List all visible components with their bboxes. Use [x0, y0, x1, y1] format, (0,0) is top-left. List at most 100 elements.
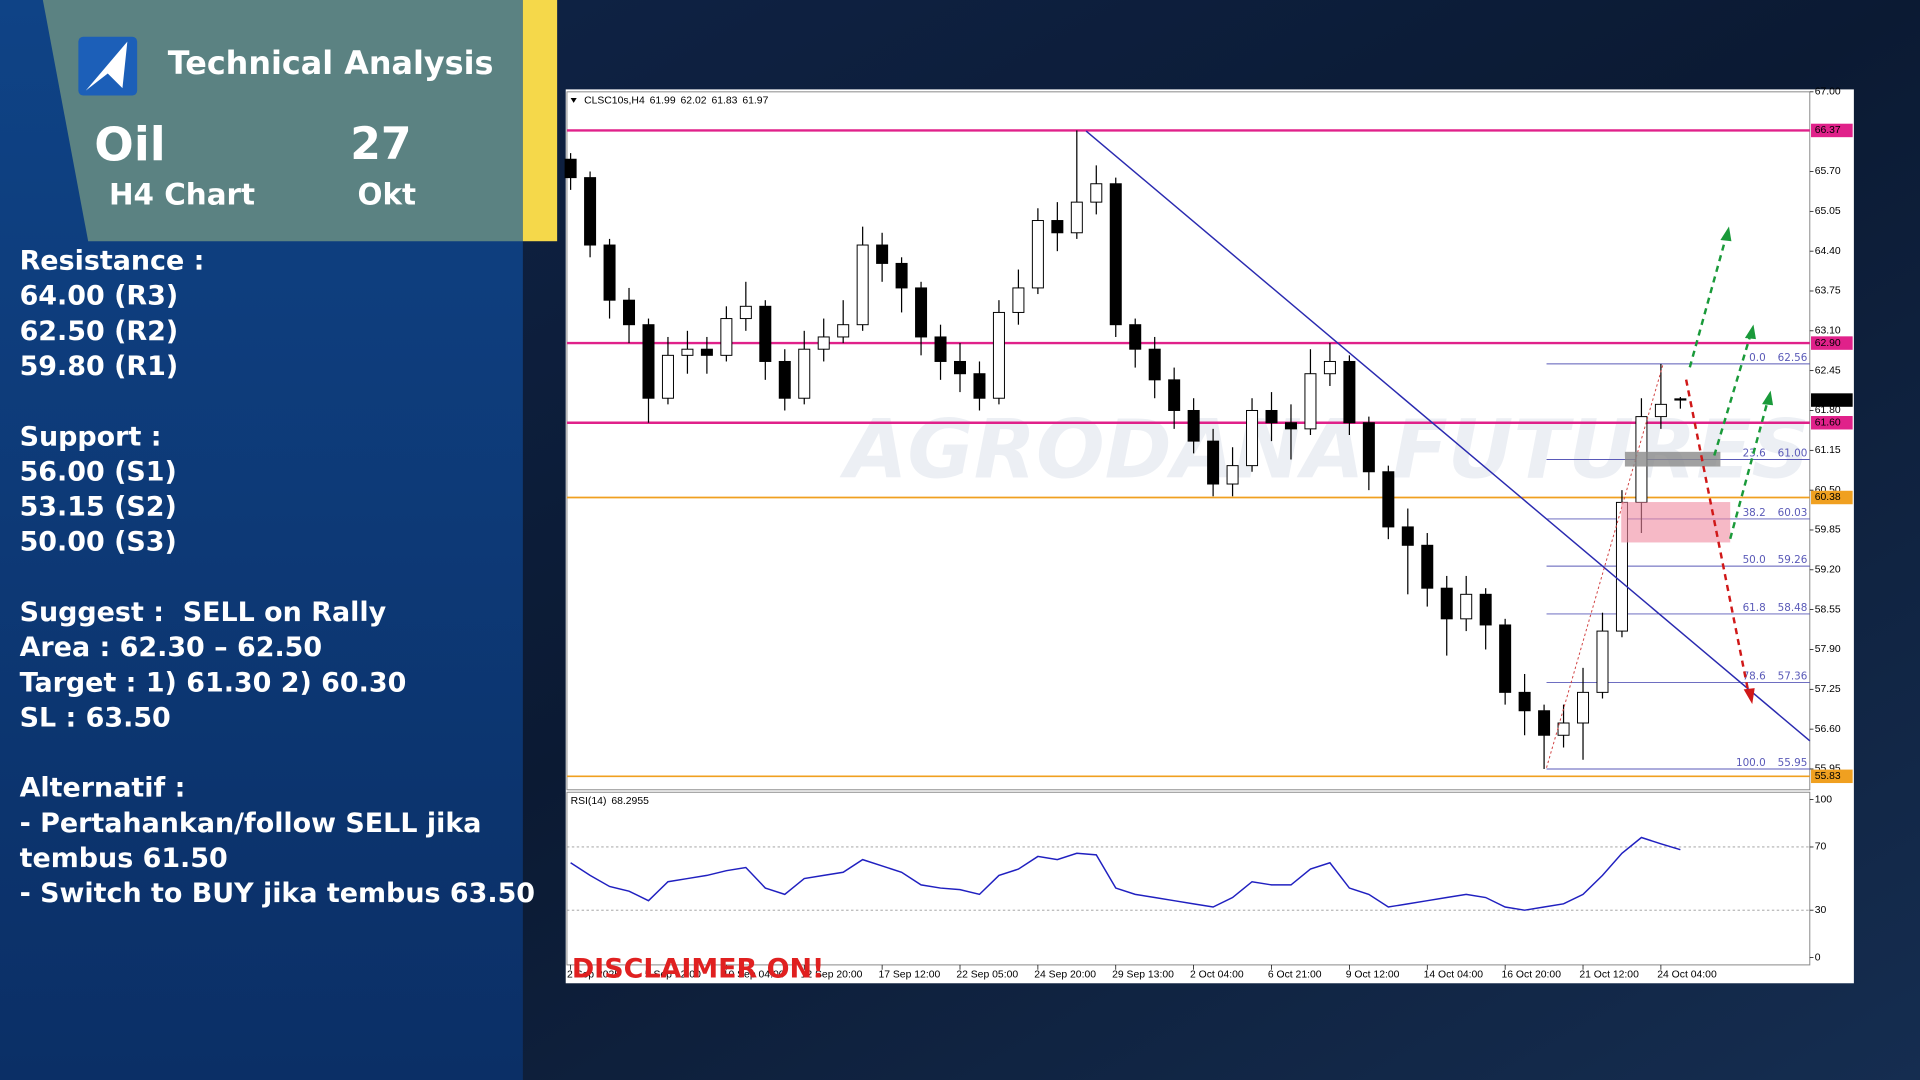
candle-body: [1323, 360, 1336, 375]
fib-price: 62.56: [1778, 352, 1808, 364]
header-field: 61.97: [742, 95, 768, 106]
note-line: Target : 1) 61.30 2) 60.30: [20, 667, 407, 698]
header-field: 68.2955: [611, 796, 649, 807]
level-label: 62.90: [1815, 338, 1841, 349]
candle-body: [856, 244, 869, 326]
candle-body: [876, 244, 889, 264]
y-tick-label: 67.00: [1815, 87, 1841, 98]
fib-ratio: 38.2: [1743, 507, 1766, 519]
y-tick-label: 59.20: [1815, 565, 1841, 576]
notes: Resistance : 64.00 (R3) 62.50 (R2) 59.80 (R…: [20, 246, 535, 910]
fib-ratio: 0.0: [1749, 352, 1766, 364]
price-tag: [1811, 393, 1853, 407]
date-month: Okt: [358, 177, 417, 211]
y-tick-label: 63.75: [1815, 286, 1841, 297]
x-tick-label: 14 Oct 04:00: [1424, 969, 1484, 980]
y-tick-label: 55.95: [1815, 764, 1841, 775]
note-line: Area : 62.30 – 62.50: [20, 632, 323, 663]
fib-price: 60.03: [1778, 507, 1808, 519]
candle-body: [1538, 710, 1551, 736]
candle-body: [1031, 220, 1044, 289]
candle-body: [1051, 220, 1064, 234]
candle-body: [720, 318, 733, 356]
x-tick-label: 5 Sep 12:00: [645, 969, 701, 980]
x-tick-label: 24 Oct 04:00: [1657, 969, 1717, 980]
y-tick-label: 0: [1815, 952, 1821, 963]
y-tick-label: 61.15: [1815, 445, 1841, 456]
resistance-zone: [1624, 451, 1721, 467]
x-tick-label: 10 Sep 04:00: [723, 969, 785, 980]
y-tick-label: 61.80: [1815, 405, 1841, 416]
candle-body: [1265, 409, 1278, 424]
candle-body: [1577, 691, 1590, 724]
menu-arrow: [570, 97, 577, 103]
level-tag: [1811, 336, 1853, 350]
fib-ratio: 50.0: [1743, 554, 1766, 566]
candle-body: [1070, 201, 1083, 234]
note-line: Resistance :: [20, 246, 205, 277]
x-tick-label: 9 Oct 12:00: [1346, 969, 1400, 980]
fib-price: 61.00: [1778, 447, 1808, 459]
candle-body: [700, 348, 713, 356]
x-tick-label: 2 Oct 04:00: [1190, 969, 1244, 980]
annotations: [1085, 130, 1811, 768]
y-tick-label: 56.60: [1815, 724, 1841, 735]
y-tick-label: 63.10: [1815, 326, 1841, 337]
logo: [78, 36, 138, 96]
candle-body: [1284, 422, 1297, 430]
bull-arrows: [1688, 234, 1770, 540]
candle-body: [992, 311, 1005, 399]
note-line: Suggest : SELL on Rally: [20, 597, 387, 628]
candle-body: [623, 299, 636, 326]
candle-body: [895, 262, 908, 289]
candle-body: [1343, 360, 1356, 424]
header-field: 61.99: [650, 95, 676, 106]
level-label: 61.60: [1815, 417, 1841, 428]
candle-body: [1362, 422, 1375, 473]
candle-body: [1148, 348, 1161, 381]
header-field: 61.83: [711, 95, 737, 106]
y-tick-label: 58.55: [1815, 604, 1841, 615]
y-tick-label: 57.90: [1815, 644, 1841, 655]
candle-body: [681, 348, 694, 356]
level-tag: [1811, 769, 1853, 784]
candle-body: [661, 354, 674, 399]
note-line: Support :: [20, 421, 162, 452]
candle-body: [1401, 526, 1414, 546]
candle-body: [1596, 630, 1609, 693]
candle-body: [954, 360, 966, 375]
candle-body: [915, 287, 928, 338]
instrument: Oil: [94, 118, 165, 172]
date-day: 27: [350, 119, 411, 170]
rsi-plot-border: [566, 791, 1811, 966]
candle-body: [817, 336, 830, 350]
candle-body: [934, 336, 947, 362]
y-tick-label: 65.70: [1815, 166, 1841, 177]
header-field: 62.02: [681, 95, 707, 106]
note-line: 53.15 (S2): [20, 492, 177, 523]
bull-arrowheads: [1720, 226, 1774, 406]
x-tick-label: 24 Sep 20:00: [1034, 969, 1096, 980]
candle-body: [1479, 593, 1492, 626]
y-tick-label: 59.85: [1815, 525, 1841, 536]
candle-body: [642, 324, 655, 399]
x-tick-label: 12 Sep 20:00: [801, 969, 863, 980]
trend-line: [1085, 130, 1811, 742]
timeframe: H4 Chart: [109, 177, 255, 211]
accent-stripe: [522, 0, 558, 242]
y-tick-label: 70: [1815, 842, 1827, 853]
y-tick-label: 65.05: [1815, 206, 1841, 217]
target-zone: [1621, 502, 1731, 543]
level-label: 60.38: [1815, 492, 1841, 503]
candle-body: [1304, 373, 1317, 430]
x-tick-label: 16 Oct 20:00: [1501, 969, 1561, 980]
bear-arrowhead: [1743, 688, 1755, 705]
candle-body: [1518, 691, 1531, 712]
fib-ratio: 78.6: [1743, 670, 1766, 682]
level-label: 55.83: [1815, 771, 1841, 782]
header-title: Technical Analysis: [168, 44, 494, 82]
header-field: CLSC10s,H4: [584, 95, 645, 106]
candle-body: [584, 177, 597, 246]
candle-body: [1187, 409, 1200, 442]
